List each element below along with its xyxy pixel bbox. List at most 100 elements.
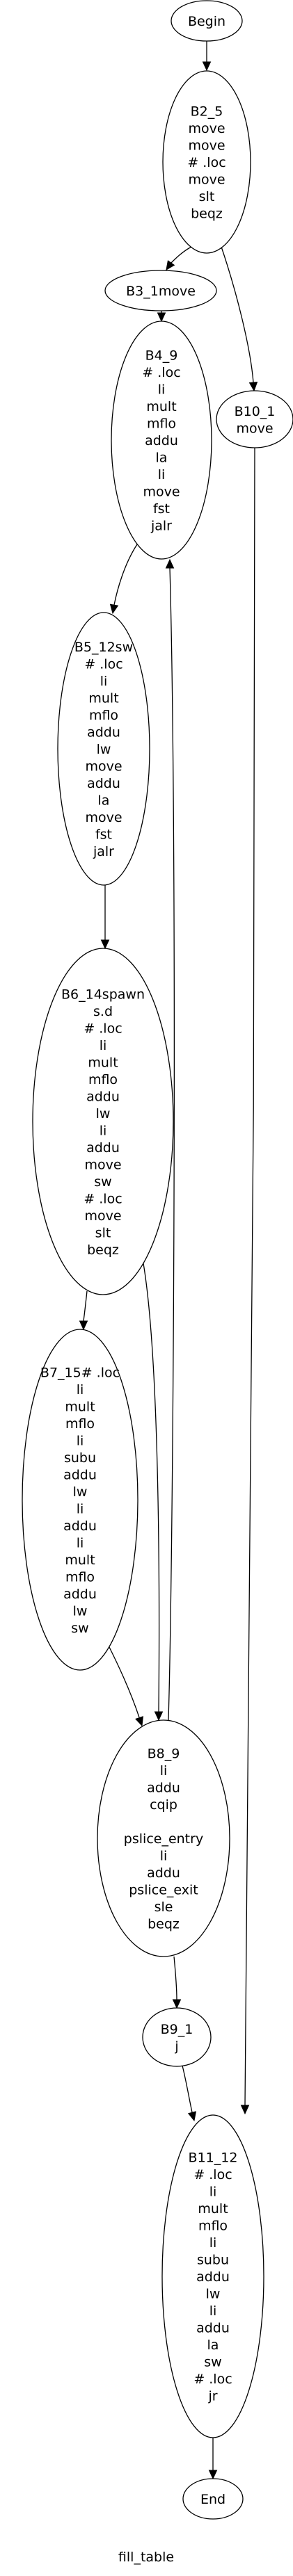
edge-line <box>182 2065 193 2113</box>
node-label-line: beqz <box>87 1242 119 1258</box>
edge-b8_9-to-b9_1 <box>172 1956 182 2009</box>
node-ellipse <box>162 70 251 254</box>
node-label-line: addu <box>147 1781 180 1796</box>
arrowhead <box>240 2105 250 2115</box>
edge-b9_1-to-b11_12 <box>182 2065 197 2122</box>
node-label-line: Begin <box>188 14 225 29</box>
node-b11_12: B11_12# .loclimultmflolisubuaddulwliaddu… <box>161 2114 264 2438</box>
edge-b2_5-to-b3_1 <box>166 246 192 270</box>
node-label-line: la <box>98 793 110 809</box>
edge-line <box>171 246 192 264</box>
edge-b2_5-to-b10_1 <box>221 246 258 392</box>
node-label-line: mflo <box>147 416 176 432</box>
edge-b11_12-to-end <box>208 2438 218 2480</box>
graph-title: fill_table <box>118 2550 174 2565</box>
edge-b4_9-to-b5_12 <box>109 544 138 615</box>
arrowhead <box>202 61 212 72</box>
node-ellipse <box>57 612 150 886</box>
node-label-line: addu <box>87 776 120 791</box>
node-label-line: li <box>77 1535 84 1550</box>
node-ellipse <box>142 2007 212 2067</box>
node-label-line: B3_1move <box>126 284 196 299</box>
edge-line <box>83 1290 88 1322</box>
node-label-line: addu <box>63 1587 97 1602</box>
node-label-line: beqz <box>148 1917 180 1932</box>
node-label-line: # .loc <box>84 1191 122 1206</box>
arrowhead <box>187 2111 197 2122</box>
arrowhead <box>79 1320 88 1331</box>
arrowhead <box>154 1711 164 1722</box>
edge-b8_9-to-b4_9 <box>165 558 175 1721</box>
node-label-line: sw <box>204 2355 221 2370</box>
node-label-line: li <box>160 1849 168 1864</box>
node-label-line: move <box>85 810 122 825</box>
node-label-line: addu <box>86 1089 120 1104</box>
edge-line <box>173 1956 177 2000</box>
node-label-line: mflo <box>198 2219 228 2234</box>
node-b10_1: B10_1move <box>216 390 293 448</box>
node-label-line: mult <box>146 399 176 414</box>
node-label-line: subu <box>197 2253 229 2268</box>
node-label-line: lw <box>206 2287 221 2302</box>
node-b6_14: B6_14spawn s.d # .loc li mult mflo addu lw li add… <box>32 948 174 1295</box>
node-label-line: addu <box>196 2269 230 2285</box>
edge-b6_14-to-b7_15 <box>79 1290 88 1331</box>
edge-line <box>143 1263 160 1712</box>
node-label-line: addu <box>147 1865 180 1881</box>
node-label-line: addu <box>196 2321 230 2336</box>
node-label-line: subu <box>64 1450 96 1466</box>
node-label-line: mult <box>65 1553 95 1568</box>
node-b8_9: B8_9liadducqippslice_entryliaddupslice_e… <box>97 1719 230 1957</box>
node-label-line: B11_12 <box>189 2150 238 2166</box>
node-b7_15: B7_15# .loclimultmflolisubuaddulwliaddul… <box>22 1329 138 1671</box>
arrowhead <box>248 382 258 392</box>
node-label-line: move <box>84 1157 121 1172</box>
edge-line <box>244 447 255 2106</box>
node-label-line: jalr <box>150 519 172 534</box>
node-label-line: li <box>158 382 166 398</box>
node-label-line: beqz <box>191 206 223 222</box>
node-label-line: li <box>100 1038 107 1053</box>
node-label-line: sw <box>94 1174 111 1190</box>
node-label-line: li <box>158 467 166 483</box>
node-ellipse <box>171 0 243 42</box>
node-ellipse <box>216 390 293 448</box>
node-label-line: s.d <box>93 1004 113 1019</box>
node-label-line: B7_15# .loc <box>40 1365 120 1380</box>
node-label-line: li <box>77 1382 84 1398</box>
node-label-line: lw <box>73 1484 88 1500</box>
node-label-line: B5_12sw <box>74 640 133 655</box>
edge-line <box>221 246 254 383</box>
arrowhead <box>208 2470 218 2480</box>
node-label-line: mflo <box>65 1416 95 1432</box>
edge-b3_1-to-b4_9 <box>157 311 166 323</box>
node-ellipse <box>182 2478 244 2520</box>
node-label-line: jalr <box>93 844 114 859</box>
node-label-line: sw <box>71 1621 88 1636</box>
arrowhead <box>165 558 175 569</box>
node-ellipse <box>32 948 174 1295</box>
node-label-line: addu <box>145 433 178 448</box>
node-label-line: fst <box>153 501 170 517</box>
node-b3_1: B3_1move <box>104 270 217 311</box>
node-label-line: move <box>188 172 225 188</box>
node-label-line: lw <box>97 742 111 757</box>
node-label-line: pslice_entry <box>124 1831 203 1847</box>
node-label-line: # .loc <box>193 2372 232 2387</box>
node-label-line: mult <box>88 691 118 706</box>
edge-line <box>113 544 138 606</box>
node-label-line: lw <box>96 1106 111 1121</box>
node-label-line: fst <box>95 827 112 843</box>
node-label-line: addu <box>86 1140 120 1156</box>
arrowhead <box>109 604 119 615</box>
node-label-line: li <box>209 2303 217 2319</box>
node-label-line: slt <box>199 189 215 204</box>
node-label-line: B9_1 <box>161 2022 193 2037</box>
edge-begin-to-b2_5 <box>202 41 212 72</box>
node-label-line: # .loc <box>193 2167 232 2182</box>
node-ellipse <box>161 2114 264 2438</box>
node-label-line: la <box>156 451 168 466</box>
node-label-line: li <box>100 674 108 689</box>
